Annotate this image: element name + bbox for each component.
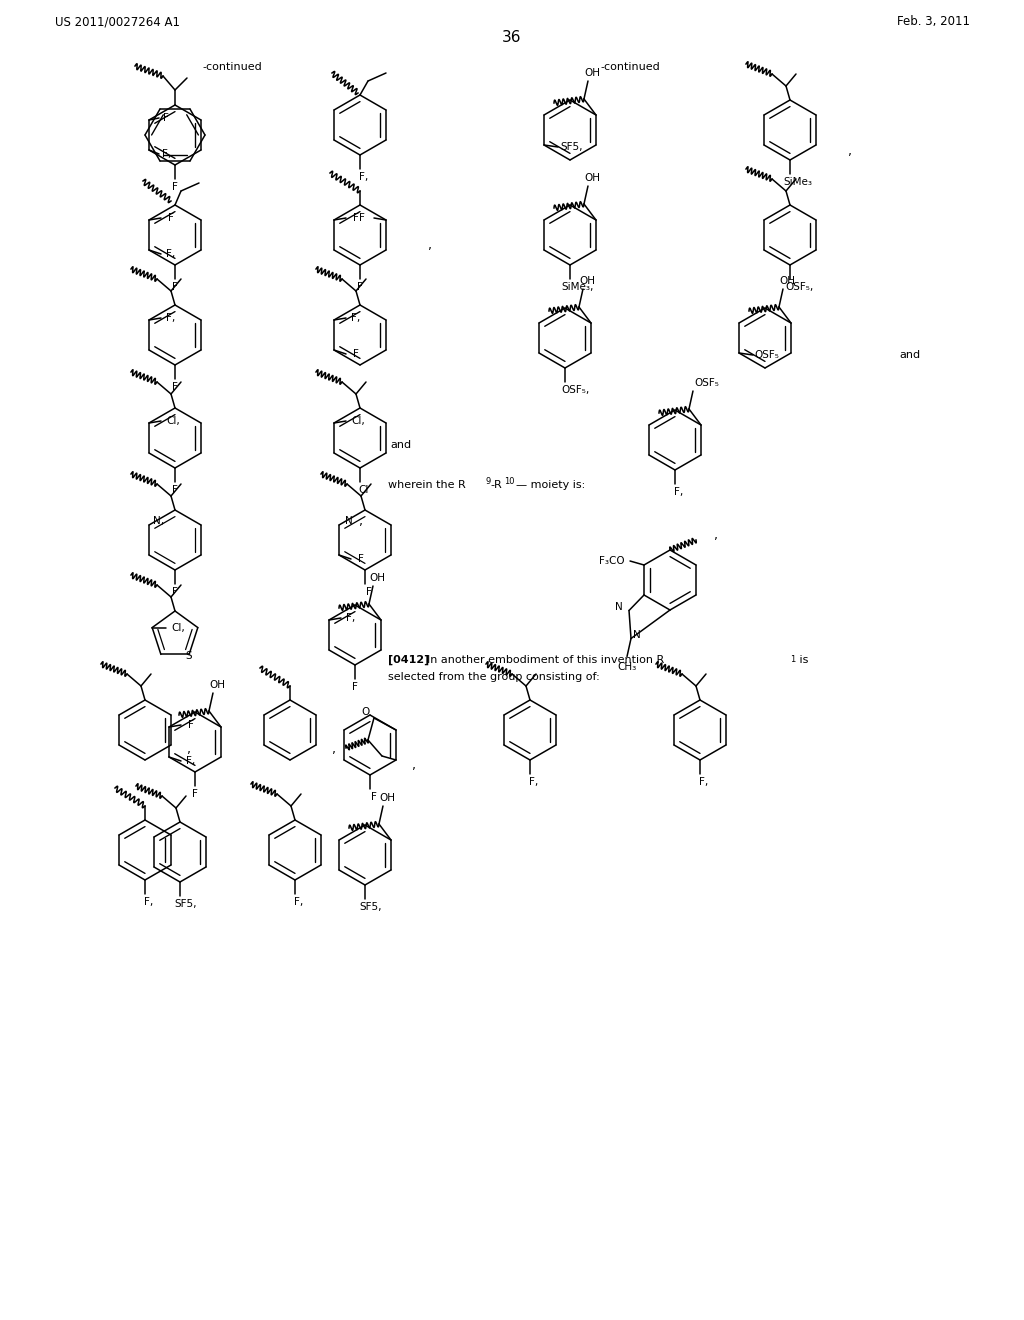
Text: OSF₅: OSF₅	[755, 350, 779, 360]
Text: F,: F,	[294, 898, 304, 907]
Text: 9: 9	[485, 478, 490, 487]
Text: F: F	[172, 587, 178, 597]
Text: F: F	[163, 114, 169, 123]
Text: ,: ,	[359, 515, 364, 528]
Text: OH: OH	[209, 680, 225, 690]
Text: F₃CO: F₃CO	[599, 556, 625, 566]
Text: F,: F,	[359, 172, 369, 182]
Text: F: F	[358, 554, 364, 564]
Text: Cl: Cl	[358, 484, 370, 495]
Text: F: F	[172, 182, 178, 191]
Text: F: F	[193, 789, 198, 799]
Text: F: F	[172, 484, 178, 495]
Text: SF5,: SF5,	[561, 143, 584, 152]
Text: -continued: -continued	[600, 62, 659, 73]
Text: [0412]: [0412]	[388, 655, 429, 665]
Text: CH₃: CH₃	[617, 661, 637, 672]
Text: 36: 36	[502, 29, 522, 45]
Text: F,: F,	[186, 756, 196, 766]
Text: F,: F,	[346, 612, 355, 623]
Text: F: F	[352, 682, 358, 692]
Text: F,: F,	[163, 149, 172, 158]
Text: OSF₅,: OSF₅,	[561, 385, 589, 395]
Text: F,: F,	[529, 777, 539, 787]
Text: N: N	[633, 630, 641, 639]
Text: F: F	[357, 282, 362, 292]
Text: wherein the R: wherein the R	[388, 480, 466, 490]
Text: F: F	[172, 381, 178, 392]
Text: Cl,: Cl,	[171, 623, 185, 632]
Text: selected from the group consisting of:: selected from the group consisting of:	[388, 672, 600, 682]
Text: OSF₅: OSF₅	[694, 378, 720, 388]
Text: F: F	[353, 348, 359, 359]
Text: N,: N,	[154, 516, 165, 525]
Text: N: N	[345, 516, 353, 525]
Text: ,: ,	[428, 239, 432, 252]
Text: F: F	[168, 213, 174, 223]
Text: N: N	[615, 602, 623, 611]
Text: OSF₅,: OSF₅,	[785, 282, 814, 292]
Text: In another embodiment of this invention R: In another embodiment of this invention …	[420, 655, 665, 665]
Text: OH: OH	[369, 573, 385, 583]
Text: F,: F,	[166, 249, 176, 259]
Text: US 2011/0027264 A1: US 2011/0027264 A1	[55, 16, 180, 29]
Text: Cl,: Cl,	[351, 416, 365, 426]
Text: OH: OH	[379, 793, 395, 803]
Text: SF5,: SF5,	[359, 902, 382, 912]
Text: F: F	[366, 587, 372, 597]
Text: 1: 1	[790, 655, 796, 664]
Text: Feb. 3, 2011: Feb. 3, 2011	[897, 16, 970, 29]
Text: F: F	[359, 213, 365, 223]
Text: ,: ,	[848, 145, 852, 158]
Text: and: and	[899, 350, 921, 360]
Text: F: F	[353, 213, 359, 223]
Text: SF5,: SF5,	[175, 899, 198, 909]
Text: ,: ,	[412, 759, 416, 771]
Text: F: F	[172, 282, 178, 292]
Text: SiMe₃,: SiMe₃,	[562, 282, 594, 292]
Text: S: S	[185, 651, 193, 661]
Text: F: F	[188, 719, 194, 730]
Text: Cl,: Cl,	[166, 416, 180, 426]
Text: F,: F,	[166, 313, 176, 323]
Text: -R: -R	[490, 480, 502, 490]
Text: OH: OH	[584, 69, 600, 78]
Text: OH: OH	[779, 276, 795, 286]
Text: OH: OH	[579, 276, 595, 286]
Text: F,: F,	[144, 898, 154, 907]
Text: ,: ,	[714, 529, 718, 543]
Text: F,: F,	[675, 487, 684, 498]
Text: F,: F,	[699, 777, 709, 787]
Text: F: F	[371, 792, 377, 803]
Text: -continued: -continued	[202, 62, 262, 73]
Text: ,: ,	[332, 743, 336, 756]
Text: ,: ,	[187, 743, 191, 756]
Text: 10: 10	[504, 478, 514, 487]
Text: SiMe₃: SiMe₃	[783, 177, 812, 187]
Text: is: is	[796, 655, 808, 665]
Text: F,: F,	[351, 313, 360, 323]
Text: OH: OH	[584, 173, 600, 183]
Text: O: O	[361, 708, 370, 717]
Text: — moiety is:: — moiety is:	[516, 480, 586, 490]
Text: and: and	[390, 440, 411, 450]
